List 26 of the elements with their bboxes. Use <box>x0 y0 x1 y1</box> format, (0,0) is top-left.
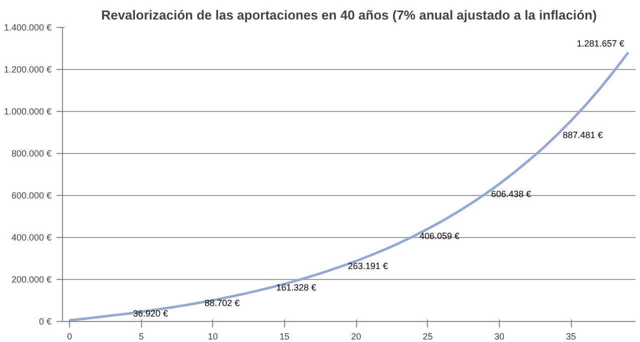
x-tick-label: 10 <box>208 332 218 342</box>
data-label: 263.191 € <box>348 261 388 272</box>
x-tick-label: 0 <box>67 332 72 342</box>
data-label: 606.438 € <box>491 189 532 200</box>
y-tick-label: 0 € <box>38 316 52 326</box>
y-tick-label: 1.000.000 € <box>4 106 52 116</box>
data-label: 887.481 € <box>562 130 603 140</box>
y-tick-label: 1.400.000 € <box>4 22 52 32</box>
x-tick-label: 35 <box>566 332 576 342</box>
line-series <box>68 51 630 322</box>
data-label: 36.920 € <box>132 308 168 319</box>
data-label: 406.059 € <box>419 231 460 242</box>
x-tick-label: 30 <box>494 332 504 342</box>
data-label: 88.702 € <box>204 298 240 308</box>
chart-title: Revalorización de las aportaciones en 40 años (7% anual ajustado a la inflación) <box>101 8 597 22</box>
x-tick-label: 20 <box>351 332 362 342</box>
y-tick-label: 1.200.000 € <box>4 64 52 74</box>
y-tick-label: 800.000 € <box>11 148 52 158</box>
x-tick-label: 15 <box>280 332 290 342</box>
y-tick-label: 400.000 € <box>11 232 52 242</box>
y-tick-label: 600.000 € <box>11 190 52 200</box>
x-tick-label: 5 <box>138 332 144 342</box>
y-tick-label: 200.000 € <box>11 274 52 284</box>
x-tick-label: 25 <box>422 332 433 342</box>
data-label: 1.281.657 € <box>576 38 624 48</box>
data-label: 161.328 € <box>276 282 316 293</box>
